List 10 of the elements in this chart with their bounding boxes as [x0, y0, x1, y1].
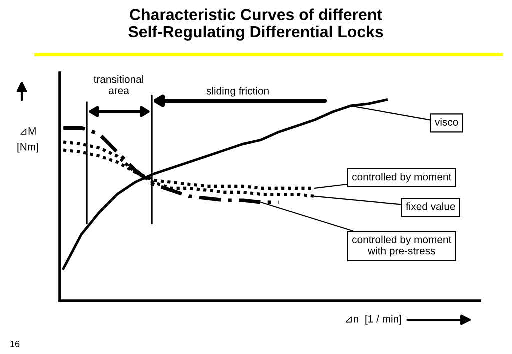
- text: fixed value: [406, 202, 456, 210]
- text: 16: [10, 341, 20, 348]
- text: transitional area: [94, 76, 144, 94]
- y-axis-title: ⊿M [Nm]: [18, 128, 38, 153]
- text: controlled by moment with pre-stress: [352, 236, 452, 257]
- x-axis-title: ⊿n [1 / min]: [346, 315, 402, 325]
- text: controlled by moment: [352, 173, 452, 183]
- text: sliding friction: [206, 87, 269, 97]
- chart-title: Characteristic Curves of different Self-Regulating Differential Locks: [128, 8, 384, 41]
- text: visco: [434, 118, 458, 126]
